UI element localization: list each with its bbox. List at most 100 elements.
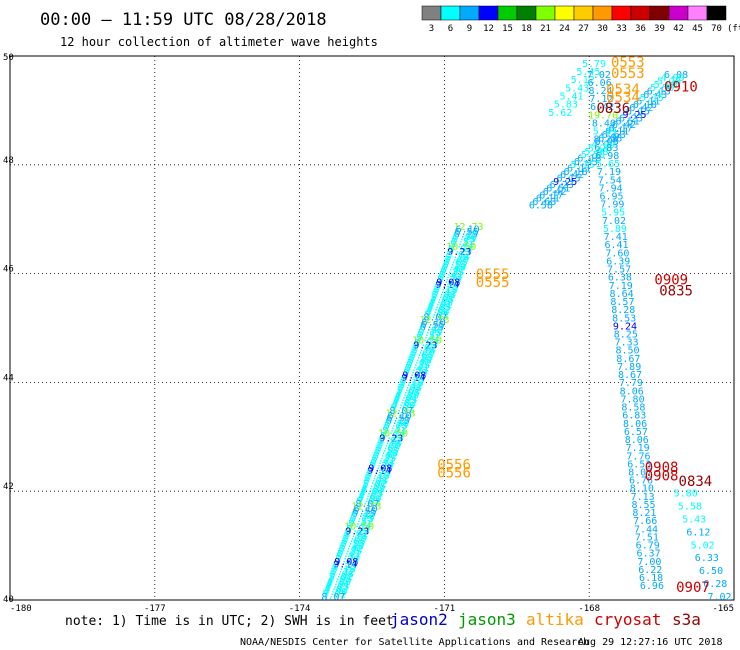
wave-height-label: 7.80 (621, 394, 645, 405)
wave-height-label: 5.28 (369, 461, 393, 472)
wave-height-label: 5.28 (403, 368, 427, 379)
wave-height-label: 5.52 (383, 423, 407, 434)
wave-height-label: 8.55 (631, 500, 655, 511)
wave-height-label: 5.41 (450, 240, 474, 251)
wave-height-label: 5.08 (432, 290, 456, 301)
wave-height-label: 8.67 (618, 370, 642, 381)
colorbar-swatch (421, 5, 442, 21)
wave-height-label: 6.76 (629, 476, 653, 487)
wave-height-label: 5.52 (451, 237, 475, 248)
wave-height-label: 6.15 (626, 107, 650, 118)
wave-height-label: 9.14 (435, 280, 459, 291)
track-a: 6.084.995.285.885.506.136.435.156.116.18… (529, 70, 688, 212)
colorbar-label: 21 (540, 24, 551, 34)
wave-height-label: 6.10 (388, 411, 412, 422)
wave-height-label: 5.88 (584, 147, 608, 158)
wave-height-label: 6.37 (637, 549, 661, 560)
wave-height-label: 5.41 (405, 363, 429, 374)
credit-left: NOAA/NESDIS Center for Satellite Applica… (240, 637, 589, 648)
wave-height-label: 9.14 (367, 466, 391, 477)
wave-height-label: 8.07 (423, 313, 447, 324)
colorbar-swatch (687, 5, 708, 21)
colorbar-label: 9 (467, 24, 472, 34)
wave-height-label: 10.50 (412, 335, 442, 346)
colorbar-swatch (478, 5, 499, 21)
wave-height-label: 5.12 (433, 288, 457, 299)
chart-subtitle: 12 hour collection of altimeter wave hei… (60, 35, 378, 49)
colorbar-label: 39 (654, 24, 665, 34)
wave-height-label: 5.49 (593, 127, 617, 138)
wave-height-label: 5.02 (431, 293, 455, 304)
wave-height-label: 7.51 (635, 532, 659, 543)
wave-height-label: 8.28 (594, 135, 618, 146)
wave-height-label: 5.12 (331, 567, 355, 578)
wave-height-label: 5.41 (337, 549, 361, 560)
wave-height-label: 6.13 (647, 86, 671, 97)
colorbar-label: 6 (448, 24, 453, 34)
wave-height-label: 6.58 (529, 200, 553, 211)
wave-height-label: 6.58 (598, 133, 622, 144)
colorbar-swatch (649, 5, 670, 21)
wave-height-label: 7.66 (633, 516, 657, 527)
wave-height-label: 6.51 (546, 184, 570, 195)
colorbar-unit: (ft) (727, 24, 740, 34)
wave-height-label: 7.19 (609, 281, 633, 292)
wave-height-label: 8.58 (621, 403, 645, 414)
wave-height-label: 6.10 (456, 225, 480, 236)
wave-height-label: 7.54 (598, 175, 622, 186)
wave-height-label: 5.25 (366, 469, 390, 480)
colorbar-swatch (668, 5, 689, 21)
wave-height-label: 7.00 (637, 557, 661, 568)
wave-height-label: 5.33 (438, 272, 462, 283)
wave-height-label: 5.75 (350, 514, 374, 525)
wave-height-label: 6.10 (354, 504, 378, 515)
wave-height-label: 6.13 (577, 153, 601, 164)
time-label: 0555 (476, 275, 510, 291)
wave-height-label: 9.08 (402, 371, 426, 382)
wave-height-label: 8.06 (623, 419, 647, 430)
wave-height-label: 5.02 (322, 589, 346, 600)
chart-title: 00:00 – 11:59 UTC 08/28/2018 (40, 10, 327, 30)
wave-height-label: 5.41 (348, 519, 372, 530)
wave-height-label: 5.02 (363, 479, 387, 490)
wave-height-label: 5.25 (400, 376, 424, 387)
colorbar-label: 12 (483, 24, 494, 34)
colorbar-label: 18 (521, 24, 532, 34)
wave-height-label: 5.02 (691, 540, 715, 551)
wave-height-label: 7.02 (707, 592, 731, 603)
time-label: 0556 (437, 466, 471, 482)
wave-height-label: 6.12 (686, 527, 710, 538)
wave-height-label: 9.23 (447, 247, 471, 258)
wave-height-label: 12.73 (385, 408, 415, 419)
wave-height-label: 5.28 (437, 275, 461, 286)
wave-height-label: 5.75 (452, 235, 476, 246)
colorbar-label: 45 (692, 24, 703, 34)
wave-height-label: 5.08 (330, 569, 354, 580)
track-c: 7.026.068.247.126.4219.708.405.498.286.8… (587, 70, 664, 592)
wave-height-label: 4.88 (395, 391, 419, 402)
wave-height-label: 5.02 (424, 310, 448, 321)
wave-height-label: 6.96 (640, 581, 664, 592)
wave-height-label: 5.28 (588, 143, 612, 154)
time-label: 0910 (664, 79, 698, 95)
legend-entry-jason3: jason3 (458, 610, 516, 629)
wave-height-label: 5.78 (377, 438, 401, 449)
wave-height-label: 5.82 (344, 529, 368, 540)
wave-height-label: 5.62 (548, 108, 572, 119)
wave-height-label: 4.85 (393, 396, 417, 407)
wave-height-label: 5.42 (373, 451, 397, 462)
chart-note: note: 1) Time is in UTC; 2) SWH is in fe… (65, 614, 394, 629)
wave-height-label: 7.41 (604, 232, 628, 243)
wave-height-label: 5.02 (397, 386, 421, 397)
wave-height-label: 5.58 (678, 502, 702, 513)
wave-height-label: 5.35 (338, 547, 362, 558)
wave-height-label: 4.82 (392, 398, 416, 409)
wave-height-label: 5.93 (380, 431, 404, 442)
wave-height-label: 5.42 (339, 544, 363, 555)
wave-height-label: 4.99 (661, 73, 685, 84)
wave-height-label: 6.95 (599, 192, 623, 203)
colorbar-label: 27 (578, 24, 589, 34)
wave-height-label: 5.55 (443, 260, 467, 271)
wave-height-label: 5.55 (409, 353, 433, 364)
